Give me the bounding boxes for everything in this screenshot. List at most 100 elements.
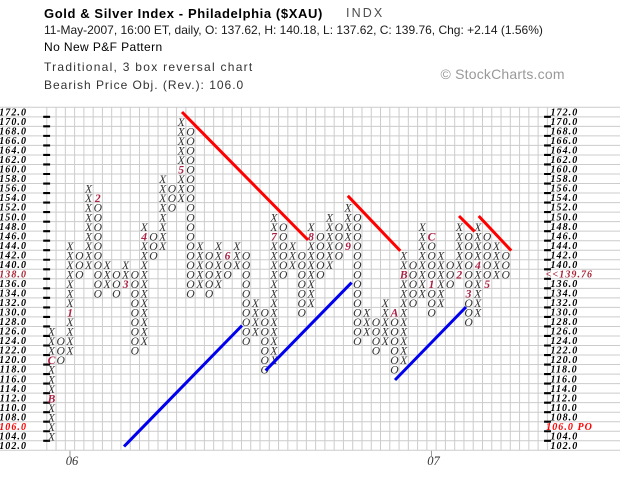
svg-text:X: X xyxy=(492,259,501,272)
svg-text:O: O xyxy=(186,249,195,262)
svg-text:O: O xyxy=(427,268,436,281)
svg-text:164.0: 164.0 xyxy=(551,146,579,157)
svg-text:5: 5 xyxy=(178,164,184,177)
svg-text:<<139.76: <<139.76 xyxy=(546,269,593,280)
svg-text:O: O xyxy=(353,316,362,329)
svg-text:X: X xyxy=(65,345,74,358)
svg-text:166.0: 166.0 xyxy=(0,136,27,147)
svg-text:O: O xyxy=(205,259,214,272)
svg-text:O: O xyxy=(223,268,232,281)
svg-text:134.0: 134.0 xyxy=(551,289,579,300)
svg-text:122.0: 122.0 xyxy=(0,346,27,357)
svg-text:X: X xyxy=(214,249,223,262)
svg-text:O: O xyxy=(279,268,288,281)
svg-text:X: X xyxy=(344,221,353,234)
svg-text:O: O xyxy=(353,326,362,339)
svg-text:X: X xyxy=(473,249,482,262)
svg-text:O: O xyxy=(353,211,362,224)
svg-text:148.0: 148.0 xyxy=(0,222,27,233)
svg-text:O: O xyxy=(75,259,84,272)
svg-text:O: O xyxy=(298,268,307,281)
svg-text:X: X xyxy=(251,326,260,339)
svg-text:160.0: 160.0 xyxy=(0,165,27,176)
svg-text:118.0: 118.0 xyxy=(551,365,578,376)
svg-text:X: X xyxy=(269,278,278,291)
svg-text:X: X xyxy=(177,183,186,196)
svg-text:O: O xyxy=(186,192,195,205)
svg-text:X: X xyxy=(65,288,74,301)
svg-text:O: O xyxy=(298,259,307,272)
svg-text:124.0: 124.0 xyxy=(551,336,579,347)
svg-text:X: X xyxy=(232,259,241,272)
svg-text:X: X xyxy=(269,240,278,253)
svg-text:106.0: 106.0 xyxy=(0,422,27,433)
svg-text:O: O xyxy=(242,288,251,301)
svg-text:O: O xyxy=(427,249,436,262)
svg-text:O: O xyxy=(298,297,307,310)
svg-text:O: O xyxy=(409,278,418,291)
svg-text:X: X xyxy=(381,316,390,329)
svg-text:X: X xyxy=(84,221,93,234)
svg-text:O: O xyxy=(186,135,195,148)
svg-text:O: O xyxy=(242,249,251,262)
svg-text:O: O xyxy=(260,364,269,377)
svg-text:X: X xyxy=(325,230,334,243)
svg-text:140.0: 140.0 xyxy=(0,260,27,271)
svg-text:X: X xyxy=(473,297,482,310)
svg-text:140.0: 140.0 xyxy=(551,260,579,271)
svg-text:O: O xyxy=(57,335,66,348)
svg-text:X: X xyxy=(344,211,353,224)
svg-text:O: O xyxy=(260,335,269,348)
svg-text:3: 3 xyxy=(465,288,472,301)
svg-text:O: O xyxy=(353,335,362,348)
svg-text:O: O xyxy=(75,249,84,262)
svg-text:O: O xyxy=(260,307,269,320)
svg-text:O: O xyxy=(335,240,344,253)
svg-text:X: X xyxy=(325,259,334,272)
svg-text:144.0: 144.0 xyxy=(0,241,27,252)
svg-text:128.0: 128.0 xyxy=(0,317,27,328)
svg-text:X: X xyxy=(158,230,167,243)
svg-text:X: X xyxy=(325,249,334,262)
svg-text:X: X xyxy=(177,135,186,148)
svg-text:O: O xyxy=(298,288,307,301)
svg-text:O: O xyxy=(186,211,195,224)
svg-text:O: O xyxy=(464,278,473,291)
svg-text:128.0: 128.0 xyxy=(551,317,579,328)
svg-text:X: X xyxy=(418,221,427,234)
svg-text:X: X xyxy=(344,202,353,215)
svg-text:O: O xyxy=(168,183,177,196)
svg-text:110.0: 110.0 xyxy=(0,403,27,414)
svg-text:O: O xyxy=(260,345,269,358)
svg-text:126.0: 126.0 xyxy=(551,327,579,338)
svg-text:O: O xyxy=(186,268,195,281)
svg-text:O: O xyxy=(501,268,510,281)
svg-text:O: O xyxy=(427,288,436,301)
svg-text:X: X xyxy=(269,259,278,272)
svg-text:X: X xyxy=(214,240,223,253)
svg-text:X: X xyxy=(473,278,482,291)
svg-text:O: O xyxy=(279,221,288,234)
svg-text:O: O xyxy=(464,297,473,310)
svg-text:O: O xyxy=(94,288,103,301)
svg-text:138.0: 138.0 xyxy=(0,269,27,280)
svg-text:O: O xyxy=(186,164,195,177)
svg-text:O: O xyxy=(483,230,492,243)
svg-text:172.0: 172.0 xyxy=(0,107,27,118)
svg-text:4: 4 xyxy=(140,230,147,243)
svg-text:7: 7 xyxy=(271,230,278,243)
svg-text:O: O xyxy=(298,249,307,262)
svg-text:X: X xyxy=(140,240,149,253)
svg-text:O: O xyxy=(186,145,195,158)
svg-text:X: X xyxy=(269,335,278,348)
svg-text:X: X xyxy=(399,354,408,367)
svg-text:O: O xyxy=(390,354,399,367)
svg-text:X: X xyxy=(362,307,371,320)
svg-text:142.0: 142.0 xyxy=(0,250,27,261)
svg-text:O: O xyxy=(186,173,195,186)
svg-text:X: X xyxy=(195,249,204,262)
svg-text:X: X xyxy=(177,116,186,129)
svg-text:O: O xyxy=(94,278,103,291)
svg-text:O: O xyxy=(409,268,418,281)
svg-text:148.0: 148.0 xyxy=(551,222,579,233)
